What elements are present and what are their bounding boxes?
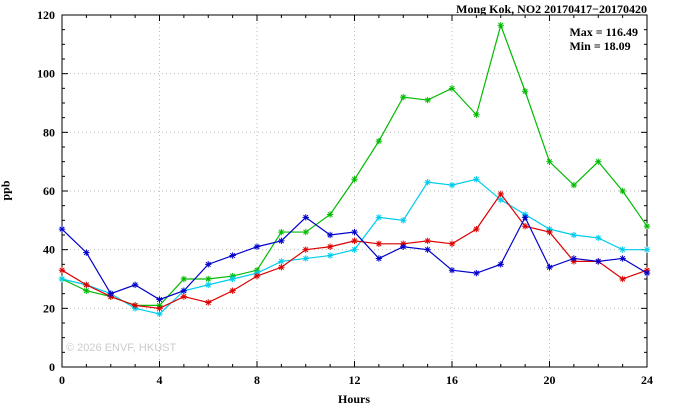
svg-text:100: 100 [37,67,55,81]
y-axis-label: ppb [0,180,13,201]
maxmin-annotation: Max = 116.49 Min = 18.09 [569,25,638,53]
svg-text:20: 20 [43,301,55,315]
svg-text:20: 20 [544,373,556,387]
svg-text:80: 80 [43,125,55,139]
svg-text:16: 16 [446,373,458,387]
svg-text:60: 60 [43,184,55,198]
x-axis-label: Hours [337,392,371,406]
chart-title: Mong Kok, NO2 20170417−20170420 [456,2,647,16]
svg-text:40: 40 [43,243,55,257]
svg-text:12: 12 [349,373,361,387]
svg-text:0: 0 [49,360,55,374]
max-label: Max = 116.49 [569,25,638,39]
svg-text:120: 120 [37,8,55,22]
svg-text:24: 24 [641,373,653,387]
svg-text:4: 4 [157,373,163,387]
watermark: © 2026 ENVF, HKUST [66,342,177,354]
svg-text:8: 8 [254,373,260,387]
svg-text:0: 0 [59,373,65,387]
min-label: Min = 18.09 [569,39,631,53]
